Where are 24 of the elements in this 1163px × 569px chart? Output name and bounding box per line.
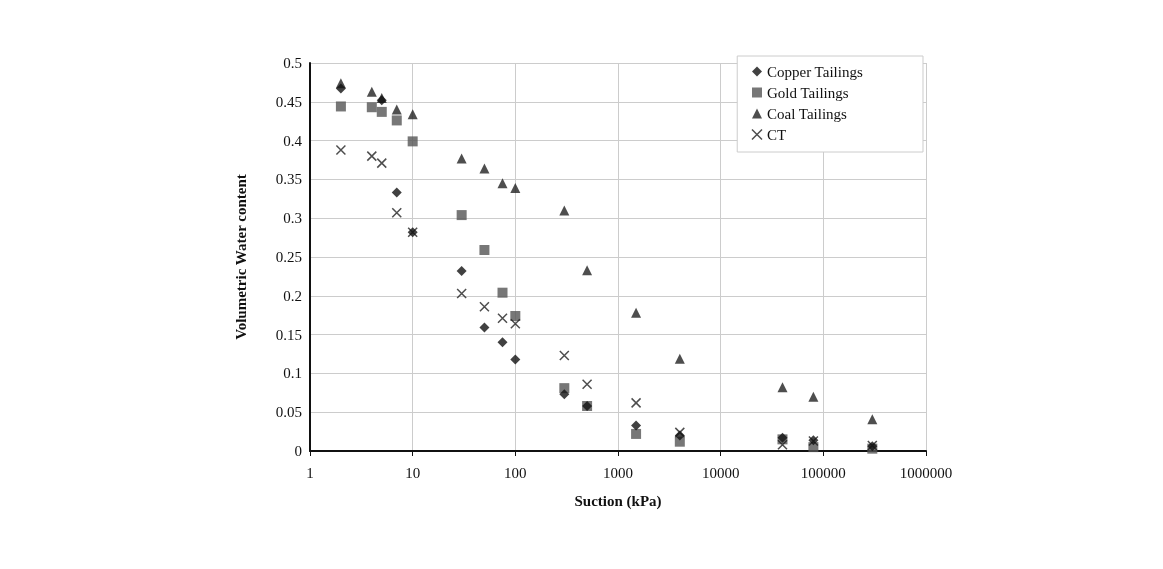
x-tick-label: 1000000	[899, 464, 953, 481]
x-tick-label: 1	[306, 464, 314, 481]
x-tick-label: 10000	[701, 464, 740, 481]
y-tick-label: 0.35	[275, 171, 302, 188]
x-axis-title: Suction (kPa)	[574, 492, 662, 510]
legend-label: Coal Tailings	[766, 105, 848, 122]
x-tick-label: 100000	[800, 464, 846, 481]
y-tick-label: 0.05	[275, 404, 302, 421]
legend-label: Gold Tailings	[766, 84, 849, 101]
legend-label: CT	[766, 126, 787, 143]
y-tick-label: 0.15	[275, 326, 302, 343]
y-tick-label: 0.3	[283, 210, 302, 227]
y-tick-label: 0.2	[283, 287, 302, 304]
y-tick-label: 0.25	[275, 249, 302, 265]
y-tick-label: 0.45	[275, 93, 302, 110]
x-tick-label: 10	[405, 464, 421, 481]
x-tick-label: 1000	[603, 464, 633, 481]
y-tick-label: 0	[294, 443, 302, 459]
y-tick-label: 0.1	[283, 365, 302, 382]
y-axis-title: Volumetric Water content	[232, 174, 249, 340]
x-tick-label: 100	[504, 464, 527, 481]
y-tick-label: 0.5	[283, 55, 302, 71]
y-tick-label: 0.4	[283, 132, 303, 149]
legend-label: Copper Tailings	[766, 63, 863, 80]
